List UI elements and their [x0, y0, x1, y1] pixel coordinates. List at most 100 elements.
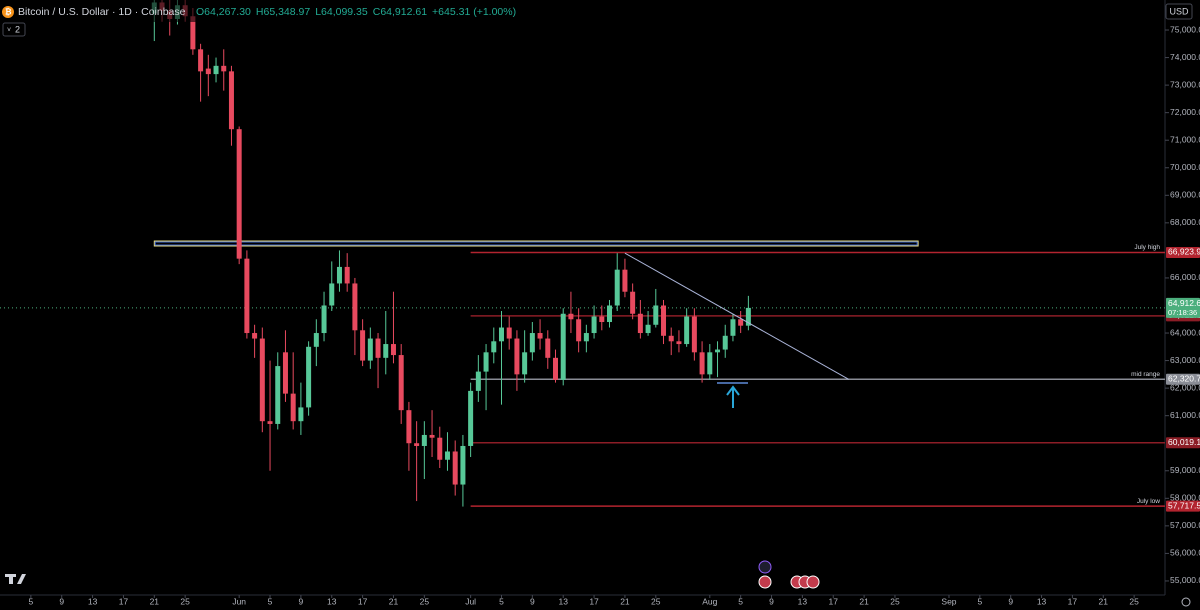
x-tick-label: 25 — [420, 596, 430, 606]
candle-body — [607, 305, 613, 323]
ohlc-value: C64,912.61 — [373, 6, 427, 18]
candle-body — [221, 65, 227, 72]
x-tick-label: 21 — [620, 596, 630, 606]
x-tick-label: 17 — [119, 596, 129, 606]
candle-body — [630, 291, 636, 314]
candle-body — [560, 313, 566, 380]
x-tick-label: 5 — [499, 596, 504, 606]
price-tag — [1166, 500, 1200, 512]
x-tick-label: 17 — [829, 596, 839, 606]
candle-body — [290, 393, 296, 422]
candle-body — [614, 269, 620, 306]
x-tick-label: Sep — [941, 596, 956, 606]
last-price-label: 64,912.6 — [1168, 298, 1200, 308]
badge-caret: ˅ — [7, 27, 11, 34]
level-name: July low — [1137, 498, 1160, 505]
y-tick-label: 75,000.0 — [1170, 24, 1200, 34]
y-tick-label: 55,000.0 — [1170, 575, 1200, 585]
candle-body — [236, 129, 242, 259]
candle-body — [498, 327, 504, 342]
currency-box[interactable] — [1165, 3, 1193, 20]
x-tick-label: 9 — [1008, 596, 1013, 606]
candle-body — [475, 371, 481, 391]
event-icon[interactable] — [806, 575, 820, 589]
candle-body — [645, 324, 651, 334]
y-tick-label: 74,000.0 — [1170, 52, 1200, 62]
ohlc-value: L64,099.35 — [315, 6, 368, 18]
chart-title: Bitcoin / U.S. Dollar · 1D · Coinbase — [18, 6, 186, 18]
candle-body — [429, 434, 435, 438]
candle-body — [722, 335, 728, 350]
candle-body — [568, 313, 574, 320]
candle-body — [267, 421, 273, 424]
candle-body — [676, 341, 682, 345]
x-tick-label: 5 — [977, 596, 982, 606]
y-tick-label: 64,000.0 — [1170, 327, 1200, 337]
x-tick-label: 13 — [1037, 596, 1047, 606]
candle-body — [336, 266, 342, 284]
x-tick-label: 13 — [88, 596, 98, 606]
candle-body — [730, 319, 736, 336]
candle-body — [576, 319, 582, 342]
x-tick-label: 13 — [798, 596, 808, 606]
candle-body — [522, 352, 528, 375]
candle-body — [390, 344, 396, 356]
candle-body — [383, 344, 389, 358]
candle-body — [745, 307, 751, 326]
ohlc-value: +645.31 (+1.00%) — [432, 6, 516, 18]
candle-body — [244, 258, 250, 334]
candle-body — [406, 410, 412, 444]
x-tick-label: 13 — [327, 596, 337, 606]
x-tick-label: 21 — [150, 596, 160, 606]
x-tick-label: 5 — [268, 596, 273, 606]
candle-body — [367, 338, 373, 361]
settings-icon[interactable] — [1181, 597, 1191, 607]
y-tick-label: 68,000.0 — [1170, 217, 1200, 227]
x-tick-label: Aug — [702, 596, 717, 606]
x-tick-label: 25 — [180, 596, 190, 606]
price-tag — [1166, 246, 1200, 258]
level-name: mid range — [1131, 371, 1160, 378]
candle-body — [190, 16, 196, 50]
y-tick-label: 69,000.0 — [1170, 190, 1200, 200]
x-tick-label: 9 — [769, 596, 774, 606]
event-icon[interactable] — [758, 560, 772, 574]
candle-body — [421, 434, 427, 446]
x-tick-label: 5 — [28, 596, 33, 606]
y-tick-label: 63,000.0 — [1170, 355, 1200, 365]
header-bg — [0, 0, 470, 22]
candle-body — [460, 445, 466, 485]
zone — [153, 240, 919, 247]
x-tick-label: Jul — [465, 596, 476, 606]
x-tick-label: 25 — [890, 596, 900, 606]
candle-body — [437, 437, 443, 460]
badge-count: 2 — [15, 24, 20, 34]
candle-body — [275, 366, 281, 424]
candle-body — [468, 390, 474, 446]
candle-body — [360, 330, 366, 361]
price-tag — [1166, 373, 1200, 385]
candle-body — [707, 352, 713, 375]
candle-body — [506, 327, 512, 339]
x-tick-label: 17 — [589, 596, 599, 606]
ohlc-legend: O64,267.30 H65,348.97 L64,099.35 C64,912.61… — [196, 6, 516, 18]
y-tick-label: 66,000.0 — [1170, 272, 1200, 282]
y-tick-label: 71,000.0 — [1170, 134, 1200, 144]
y-tick-label: 62,000.0 — [1170, 382, 1200, 392]
candle-body — [321, 305, 327, 334]
logo — [5, 574, 26, 584]
candle-body — [622, 269, 628, 292]
candle-body — [375, 338, 381, 358]
y-tick-label: 58,000.0 — [1170, 493, 1200, 503]
candle-body — [198, 49, 204, 72]
candle-body — [738, 319, 744, 326]
indicator-badge[interactable] — [2, 22, 26, 37]
candle-body — [591, 316, 597, 334]
event-icon[interactable] — [758, 575, 772, 589]
x-tick-label: 13 — [558, 596, 568, 606]
y-tick-label: 56,000.0 — [1170, 548, 1200, 558]
x-tick-label: 9 — [299, 596, 304, 606]
candle-body — [282, 352, 288, 394]
candle-body — [452, 451, 458, 485]
